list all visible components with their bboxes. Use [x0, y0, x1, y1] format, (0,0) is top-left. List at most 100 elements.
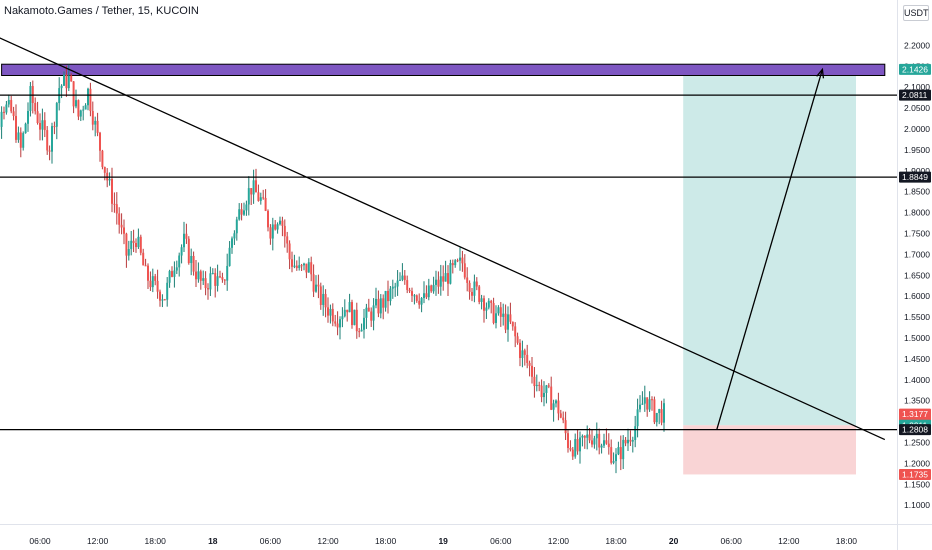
- candle-body: [432, 284, 435, 292]
- candle-body: [238, 209, 241, 220]
- candle-body: [574, 439, 577, 457]
- candle-body: [454, 260, 457, 266]
- candle-body: [322, 293, 325, 305]
- price-tick-label: 1.4500: [904, 354, 930, 364]
- candle-body: [84, 105, 87, 110]
- candle-body: [288, 243, 291, 260]
- candle-body: [99, 132, 101, 151]
- candle-body: [516, 336, 519, 343]
- candle-body: [473, 281, 476, 296]
- candle-body: [545, 385, 548, 393]
- arrow-head-icon: [816, 67, 825, 79]
- candle-body: [77, 100, 80, 117]
- candle-body: [463, 263, 466, 278]
- candle-body: [425, 293, 428, 298]
- time-tick-label: 18:00: [145, 536, 167, 546]
- candle-body: [262, 197, 265, 199]
- candle-body: [535, 384, 538, 387]
- candle-body: [46, 130, 49, 151]
- price-tick-label: 1.6000: [904, 291, 930, 301]
- candle-body: [43, 120, 46, 131]
- candle-body: [34, 102, 37, 112]
- candle-body: [192, 255, 195, 272]
- candle-body: [653, 399, 656, 423]
- price-tick-label: 1.2500: [904, 437, 930, 447]
- candle-body: [226, 265, 229, 281]
- candle-body: [312, 274, 315, 292]
- candle-body: [377, 298, 380, 314]
- candle-body: [243, 210, 245, 215]
- time-tick-label: 06:00: [29, 536, 51, 546]
- candle-body: [161, 299, 164, 301]
- price-axis[interactable]: 2.20002.15002.10002.05002.00001.95001.90…: [898, 0, 932, 524]
- candle-body: [269, 227, 272, 239]
- candle-body: [461, 257, 464, 264]
- price-tick-label: 1.6500: [904, 270, 930, 280]
- price-badge-label: 2.1426: [902, 64, 928, 74]
- candle-body: [631, 439, 634, 442]
- candle-body: [87, 88, 89, 106]
- candle-body: [317, 284, 320, 287]
- candle-body: [646, 397, 649, 410]
- time-axis[interactable]: 06:00 12:00 18:00 18 06:00 12:00 18:00 19 06:00 1…: [29, 536, 857, 546]
- candle-body: [60, 85, 63, 89]
- candle-body: [315, 284, 317, 292]
- candle-body: [204, 278, 207, 289]
- candle-body: [504, 313, 507, 330]
- candle-body: [303, 263, 305, 266]
- candle-body: [142, 252, 145, 266]
- currency-button[interactable]: USDT: [903, 5, 929, 21]
- candle-body: [348, 302, 351, 313]
- price-tick-label: 1.2000: [904, 458, 930, 468]
- candle-body: [48, 150, 51, 152]
- time-tick-label: 12:00: [317, 536, 339, 546]
- candle-body: [497, 307, 500, 314]
- candle-body: [96, 120, 99, 133]
- candle-body: [607, 443, 610, 448]
- candle-body: [274, 224, 277, 230]
- candle-body: [29, 86, 32, 111]
- price-tick-label: 1.4000: [904, 375, 930, 385]
- price-tick-label: 1.3500: [904, 396, 930, 406]
- candle-body: [228, 247, 231, 266]
- candle-body: [151, 276, 154, 288]
- candle-body: [286, 236, 289, 244]
- candle-body: [627, 439, 629, 444]
- candle-body: [216, 276, 219, 286]
- candle-body: [615, 454, 617, 462]
- time-tick-label: 20: [669, 536, 679, 546]
- price-badge: [899, 424, 931, 436]
- candle-body: [408, 289, 411, 292]
- candle-body: [427, 285, 430, 298]
- candle-body: [329, 308, 332, 316]
- candle-body: [401, 275, 404, 280]
- candle-body: [108, 179, 111, 181]
- candle-body: [543, 392, 545, 398]
- candle-body: [120, 224, 123, 228]
- candle-body: [55, 103, 58, 127]
- price-tick-label: 1.1500: [904, 479, 930, 489]
- trend-line: [0, 37, 886, 441]
- candle-body: [435, 279, 437, 285]
- candle-body: [583, 435, 586, 438]
- candle-body: [648, 399, 651, 410]
- candle-body: [310, 262, 313, 275]
- candle-body: [413, 295, 416, 297]
- candle-body: [65, 74, 68, 89]
- candle-body: [598, 433, 601, 448]
- candle-body: [363, 317, 365, 330]
- price-tick-label: 1.1000: [904, 500, 930, 510]
- candle-body: [171, 271, 173, 277]
- candle-body: [658, 409, 661, 414]
- candle-body: [495, 313, 497, 323]
- candle-body: [346, 309, 349, 313]
- candle-body: [564, 420, 567, 434]
- candle-body: [521, 350, 524, 359]
- candle-body: [384, 290, 387, 308]
- price-badge: [899, 468, 931, 480]
- candle-body: [293, 265, 296, 267]
- price-badge-label: 1.2808: [902, 425, 928, 435]
- candle-body: [471, 291, 473, 296]
- candle-body: [283, 225, 286, 237]
